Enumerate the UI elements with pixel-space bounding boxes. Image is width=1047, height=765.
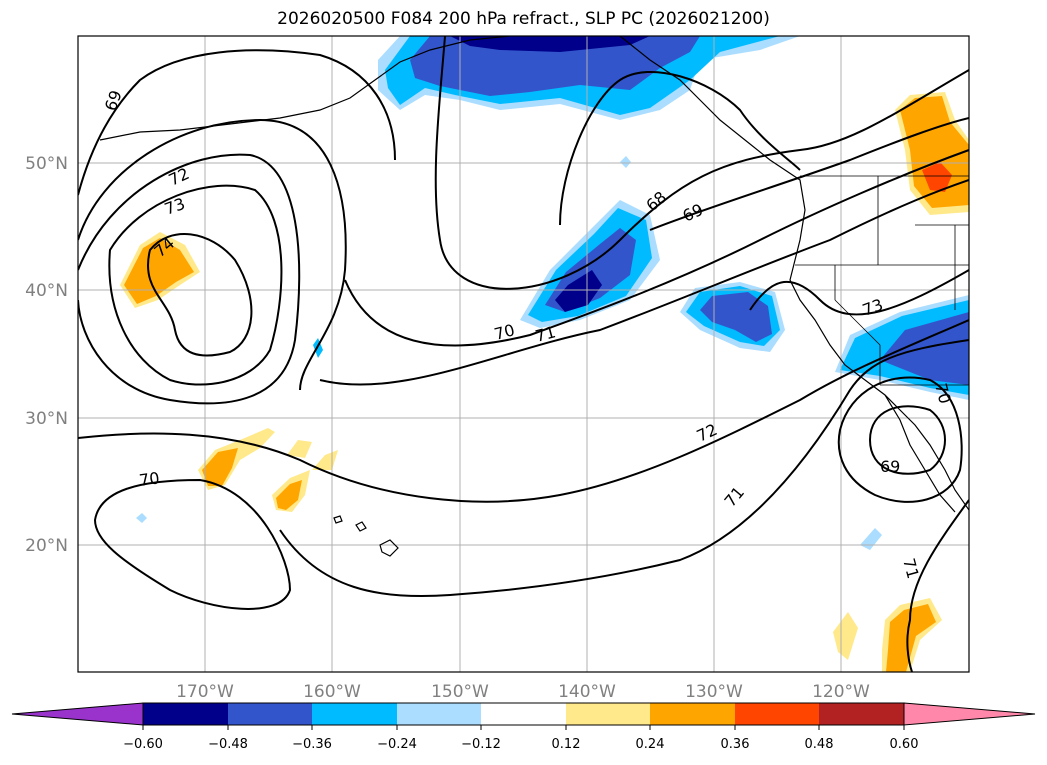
- contour-71-south: [279, 339, 969, 598]
- colorbar-segment: [228, 703, 312, 725]
- colorbar-segment: [566, 703, 650, 725]
- colorbar: −0.60 −0.48 −0.36 −0.24 −0.12 0.12 0.24 …: [11, 702, 1036, 752]
- contour-label: 69: [880, 457, 900, 476]
- coast-north-america: [619, 36, 969, 511]
- lon-label: 120°W: [812, 682, 870, 702]
- shade-wpac-orange: [124, 238, 194, 304]
- colorbar-label: 0.36: [721, 737, 750, 752]
- contour-73-east: [749, 269, 969, 316]
- colorbar-label: 0.12: [552, 737, 581, 752]
- shade-pnw-orange: [900, 96, 969, 208]
- contour-69-northwest: [78, 49, 396, 196]
- contour-69-east: [649, 117, 969, 231]
- colorbar-segment: [735, 703, 819, 725]
- shade-hawaii-orange-1: [202, 448, 238, 486]
- shade-pnw-red: [922, 162, 952, 192]
- contour-72-southern: [78, 319, 969, 503]
- political-borders: [795, 175, 969, 386]
- lon-label: 130°W: [685, 682, 743, 702]
- coast-hawaii-3: [333, 515, 343, 524]
- coastlines: [99, 36, 969, 557]
- shade-gulf-alaska-blue: [410, 36, 700, 96]
- shade-hawaii-yellow-3: [287, 440, 312, 458]
- shade-gulf-alaska-navy: [450, 36, 650, 52]
- colorbar-segment: [819, 703, 904, 725]
- colorbar-label: −0.60: [123, 737, 163, 752]
- contour-label: 71: [533, 322, 558, 346]
- shade-small-neg-4: [136, 513, 147, 523]
- contour-70-central: [344, 149, 969, 347]
- colorbar-label: −0.48: [208, 737, 248, 752]
- contour-68: [559, 71, 801, 226]
- map-panel: 69 72 73 74 68 69 70 71 73 70 72 70 71 6…: [77, 35, 970, 673]
- contour-71-central: [319, 179, 969, 386]
- lon-label: 160°W: [303, 682, 361, 702]
- lat-label: 40°N: [25, 281, 68, 301]
- contour-69-central: [434, 36, 969, 290]
- shade-small-neg-1: [313, 338, 323, 358]
- shade-hawaii-orange-2: [276, 480, 302, 510]
- contour-label: 71: [899, 556, 923, 581]
- colorbar-segment: [312, 703, 397, 725]
- lon-axis: 170°W 160°W 150°W 140°W 130°W 120°W: [176, 682, 870, 702]
- contour-70-low: [837, 376, 963, 503]
- contour-73-ring: [108, 184, 283, 386]
- colorbar-segment: [650, 703, 735, 725]
- shade-baja-orange: [886, 604, 936, 672]
- slp-contours: [78, 36, 969, 672]
- shade-baja-yellow-small: [833, 612, 858, 660]
- shade-central-navy: [555, 270, 602, 312]
- contour-69-low: [868, 405, 946, 475]
- map-frame: [77, 35, 970, 673]
- contour-71-baja: [906, 499, 969, 672]
- contour-70-northwest: [78, 118, 347, 391]
- contour-label: 70: [931, 381, 955, 406]
- colorbar-extend-min: [11, 702, 144, 726]
- coast-alaska: [99, 36, 511, 141]
- colorbar-label: 0.24: [636, 737, 665, 752]
- colorbar-ticks: [142, 725, 905, 730]
- lat-label: 50°N: [25, 154, 68, 174]
- contour-74-ring: [147, 233, 253, 357]
- map-background: [78, 36, 969, 672]
- lon-label: 140°W: [558, 682, 616, 702]
- coast-baja: [884, 394, 956, 513]
- colorbar-extend-max: [903, 702, 1036, 726]
- colorbar-label: 0.48: [805, 737, 834, 752]
- colorbar-label: −0.24: [377, 737, 417, 752]
- colorbar-label: 0.60: [890, 737, 919, 752]
- shade-small-neg-3: [620, 156, 631, 168]
- contour-label: 70: [492, 320, 517, 344]
- graticule: [78, 36, 969, 672]
- coast-hawaii-1: [379, 539, 399, 557]
- colorbar-segment: [481, 703, 566, 725]
- colorbar-label: −0.12: [461, 737, 501, 752]
- border-state-4: [834, 299, 881, 346]
- contour-label: 70: [138, 468, 161, 490]
- colorbar-segment: [143, 703, 228, 725]
- lon-label: 170°W: [176, 682, 234, 702]
- lat-label: 20°N: [25, 536, 68, 556]
- lat-label: 30°N: [25, 409, 68, 429]
- colorbar-label: −0.36: [292, 737, 332, 752]
- colorbar-segment: [397, 703, 481, 725]
- map-title: 2026020500 F084 200 hPa refract., SLP PC…: [277, 9, 770, 29]
- lat-axis: 50°N 40°N 30°N 20°N: [25, 154, 68, 556]
- colorbar-frame: [142, 702, 905, 726]
- lon-label: 150°W: [431, 682, 489, 702]
- contour-72-ring: [78, 153, 301, 405]
- coast-hawaii-2: [355, 521, 367, 532]
- contour-70-south: [93, 478, 292, 610]
